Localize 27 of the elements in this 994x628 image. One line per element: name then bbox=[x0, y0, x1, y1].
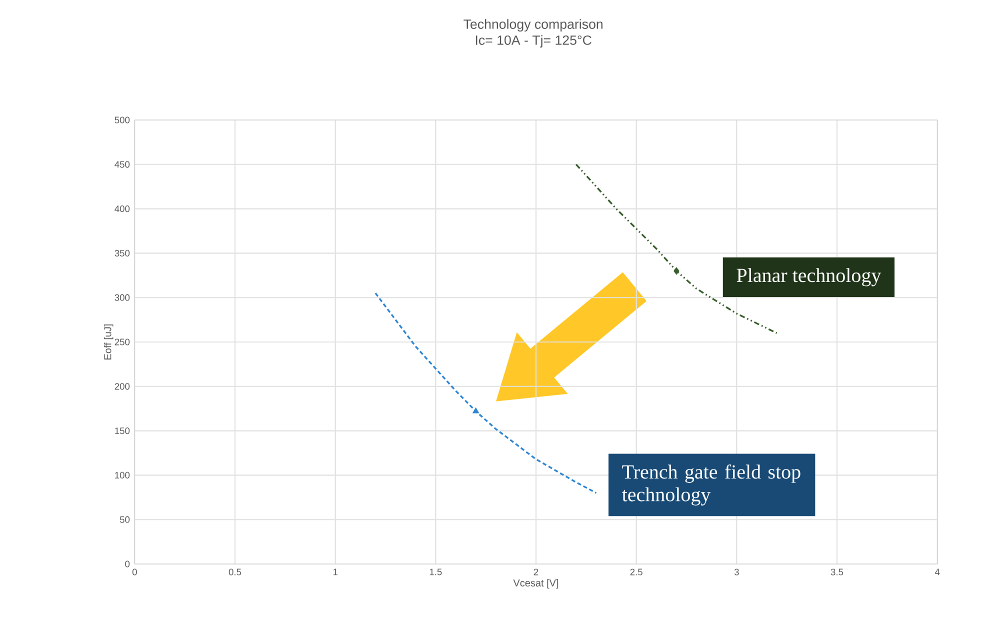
x-tick-label: 0 bbox=[132, 568, 137, 576]
y-tick-label: 100 bbox=[115, 472, 130, 478]
y-tick-label: 0 bbox=[125, 560, 130, 568]
series-label: Planar technology bbox=[736, 268, 882, 286]
y-tick-label: 450 bbox=[114, 161, 130, 168]
x-tick-label: 4 bbox=[934, 568, 940, 576]
line-series bbox=[374, 292, 598, 494]
y-tick-label: 350 bbox=[114, 250, 130, 256]
x-tick-label: 3.5 bbox=[830, 568, 844, 576]
y-tick-label: 250 bbox=[114, 338, 130, 346]
x-tick-label: 2 bbox=[534, 568, 538, 576]
chart-title: Technology comparison bbox=[464, 19, 602, 32]
y-axis-title: Eoff [uJ] bbox=[104, 324, 114, 360]
x-axis-title: Vcesat [V] bbox=[513, 579, 558, 588]
y-tick-label: 50 bbox=[120, 516, 130, 523]
x-tick-label: 1 bbox=[333, 568, 338, 576]
y-tick-label: 400 bbox=[114, 206, 130, 212]
x-tick-label: 1.5 bbox=[430, 568, 442, 576]
x-tick-label: 0.5 bbox=[228, 568, 242, 576]
y-tick-label: 150 bbox=[115, 428, 130, 434]
chart-subtitle: Ic= 10A - Tj= 125°C bbox=[476, 35, 592, 48]
series-label: Trench gate field stop technology bbox=[622, 464, 800, 506]
x-tick-label: 2.5 bbox=[630, 568, 642, 576]
y-tick-label: 300 bbox=[114, 294, 130, 301]
y-tick-label: 500 bbox=[114, 116, 130, 124]
y-tick-label: 200 bbox=[114, 383, 130, 390]
x-tick-label: 3 bbox=[734, 568, 739, 576]
